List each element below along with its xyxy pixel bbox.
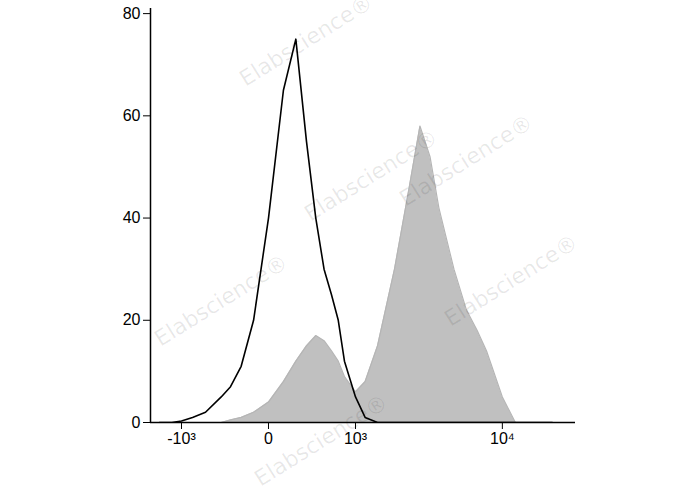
svg-text:10⁴: 10⁴ — [490, 430, 515, 447]
svg-text:40: 40 — [123, 209, 141, 226]
svg-text:10³: 10³ — [344, 430, 368, 447]
html-text:Elabscience®: Elabscience® — [150, 249, 293, 352]
svg-text:20: 20 — [123, 311, 141, 328]
svg-text:0: 0 — [264, 430, 273, 447]
svg-text:-10³: -10³ — [167, 430, 196, 447]
svg-text:80: 80 — [123, 5, 141, 22]
html-text:Elabscience®: Elabscience® — [395, 109, 538, 212]
html-text:Elabscience®: Elabscience® — [300, 124, 443, 227]
html-text:Elabscience®: Elabscience® — [440, 229, 583, 332]
svg-text:0: 0 — [132, 414, 141, 431]
svg-text:60: 60 — [123, 107, 141, 124]
